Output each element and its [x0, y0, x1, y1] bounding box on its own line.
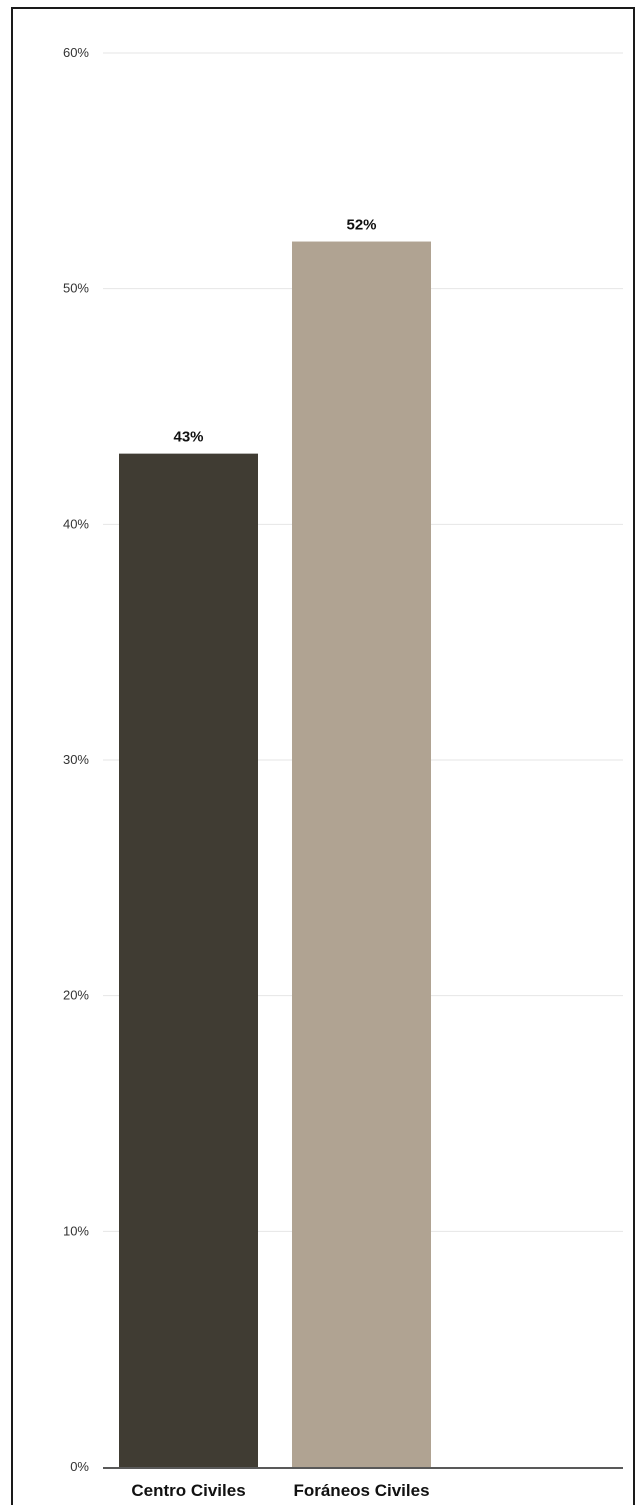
bar-value-label: 43%: [173, 429, 203, 446]
bar: [292, 241, 431, 1468]
chart-frame: [11, 7, 635, 1505]
x-axis-category-labels: Centro Civiles Foráneos Civiles: [131, 1481, 429, 1500]
y-tick-label: 20%: [63, 988, 89, 1003]
y-tick-label: 60%: [63, 45, 89, 60]
bar: [119, 453, 258, 1468]
data-labels: 43% 52%: [173, 217, 376, 446]
y-tick-label: 40%: [63, 516, 89, 531]
y-axis-ticks: 0% 10% 20% 30% 40% 50% 60%: [63, 45, 89, 1474]
x-category-label: Foráneos Civiles: [293, 1481, 429, 1500]
y-tick-label: 50%: [63, 281, 89, 296]
x-category-label: Centro Civiles: [131, 1481, 245, 1500]
bars: [119, 241, 431, 1468]
bar-value-label: 52%: [346, 217, 376, 234]
y-tick-label: 0%: [70, 1459, 89, 1474]
y-tick-label: 30%: [63, 752, 89, 767]
y-tick-label: 10%: [63, 1223, 89, 1238]
